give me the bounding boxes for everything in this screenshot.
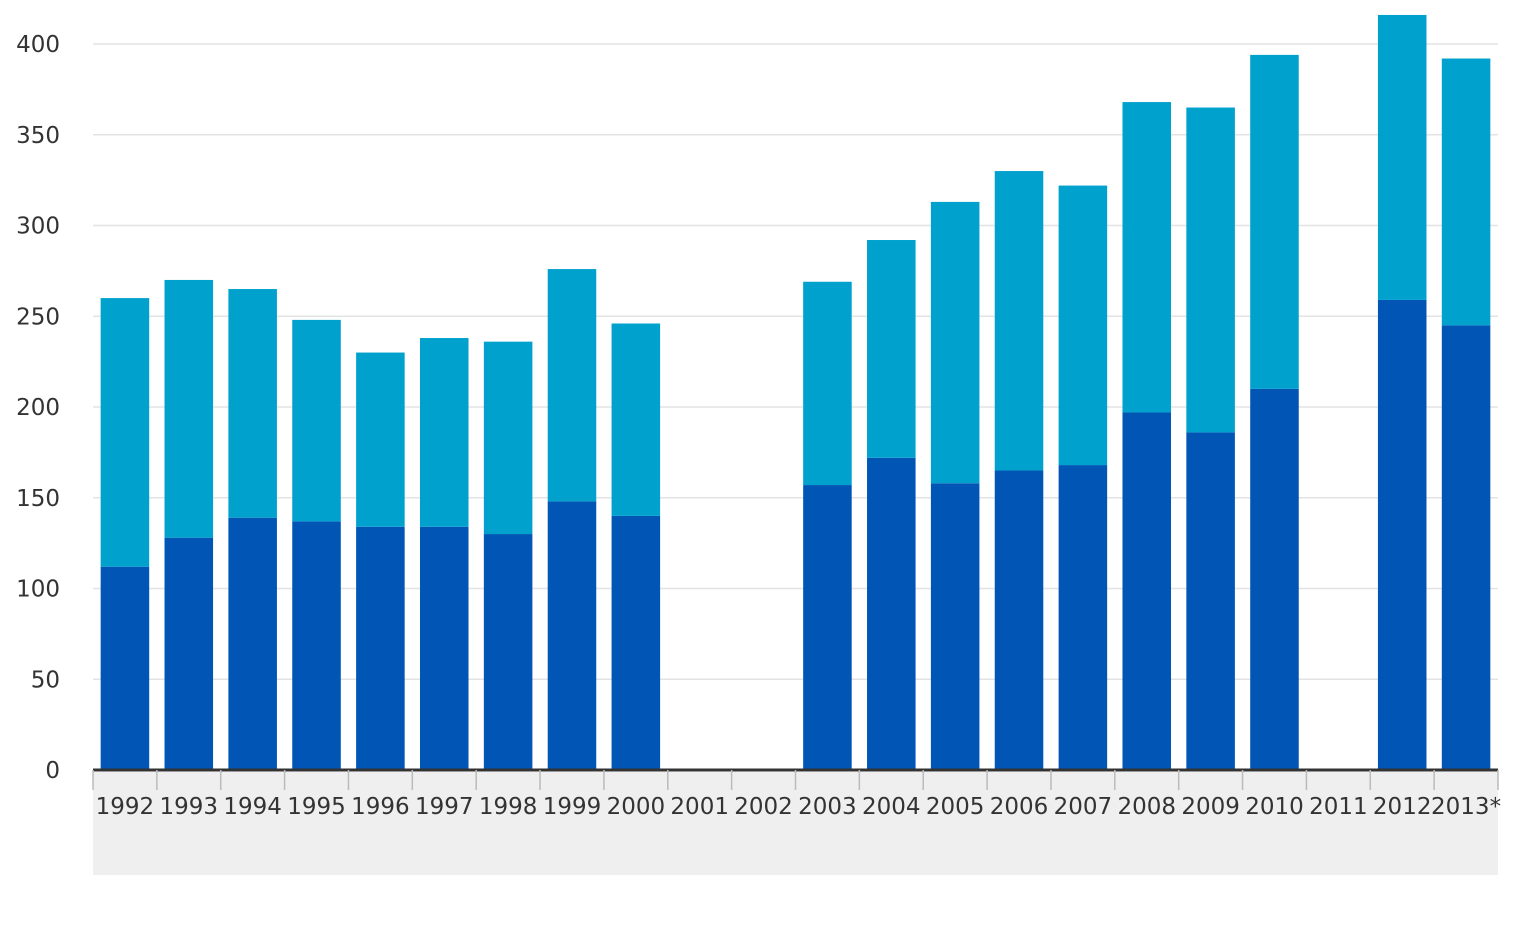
bar-1993-series-2 <box>164 279 214 538</box>
bar-1992-series-2 <box>100 298 150 567</box>
bar-2006-series-2 <box>994 171 1044 471</box>
x-tick-label-1997: 1997 <box>415 794 474 820</box>
x-tick-label-2008: 2008 <box>1117 794 1176 820</box>
bar-1998-series-2 <box>483 341 533 535</box>
y-tick-label-50: 50 <box>31 667 60 693</box>
y-tick-label-300: 300 <box>16 214 60 240</box>
bar-2003-series-1 <box>803 485 852 770</box>
bar-2008-series-1 <box>1122 412 1172 770</box>
bar-1992-series-1 <box>100 566 150 770</box>
y-tick-label-200: 200 <box>16 395 60 421</box>
bar-1999-series-2 <box>547 269 597 502</box>
bar-1995-series-1 <box>292 521 341 770</box>
bar-1995-series-2 <box>292 319 341 522</box>
x-tick-label-2013: 2013* <box>1431 794 1501 820</box>
bar-2010-series-2 <box>1250 54 1299 389</box>
x-tick-label-2001: 2001 <box>670 794 729 820</box>
bar-2010-series-1 <box>1250 388 1299 770</box>
x-tick-label-1998: 1998 <box>479 794 538 820</box>
bar-2013-series-1 <box>1441 325 1491 770</box>
x-tick-label-2006: 2006 <box>990 794 1049 820</box>
y-tick-label-100: 100 <box>16 577 60 603</box>
bar-2007-series-1 <box>1058 465 1108 770</box>
x-tick-label-1999: 1999 <box>543 794 602 820</box>
x-tick-label-1993: 1993 <box>160 794 219 820</box>
x-tick-label-2012: 2012 <box>1373 794 1432 820</box>
bar-2003-series-2 <box>803 281 852 486</box>
bar-1999-series-1 <box>547 501 597 770</box>
bar-2008-series-2 <box>1122 102 1172 413</box>
y-axis-ticks: 0 50 100 150 200 250 300 350 400 <box>16 32 60 784</box>
bar-2000-series-1 <box>611 515 661 770</box>
x-tick-label-2002: 2002 <box>734 794 793 820</box>
y-tick-label-250: 250 <box>16 304 60 330</box>
y-tick-label-0: 0 <box>45 758 60 784</box>
bar-1996-series-2 <box>356 352 405 527</box>
y-tick-label-400: 400 <box>16 32 60 58</box>
bar-2005-series-2 <box>930 201 980 484</box>
bar-2004-series-1 <box>867 457 916 770</box>
bar-2000-series-2 <box>611 323 661 516</box>
x-tick-label-2005: 2005 <box>926 794 985 820</box>
x-tick-label-1996: 1996 <box>351 794 410 820</box>
x-axis-ticks: 1992 1993 1994 1995 1996 1997 1998 1999 2000 2001… <box>92 770 1501 820</box>
x-tick-label-2000: 2000 <box>607 794 666 820</box>
x-tick-label-2004: 2004 <box>862 794 921 820</box>
bar-1996-series-1 <box>356 526 405 770</box>
x-tick-label-1992: 1992 <box>96 794 155 820</box>
bars <box>100 14 1491 770</box>
bar-2013-series-2 <box>1441 58 1491 326</box>
x-tick-label-1995: 1995 <box>287 794 346 820</box>
bar-2005-series-1 <box>930 483 980 770</box>
bar-1997-series-1 <box>419 526 469 770</box>
bar-2012-series-1 <box>1377 299 1427 770</box>
x-tick-label-2009: 2009 <box>1181 794 1240 820</box>
bar-2007-series-2 <box>1058 185 1108 466</box>
bar-2004-series-2 <box>867 240 916 458</box>
bar-2006-series-1 <box>994 470 1044 770</box>
bar-1993-series-1 <box>164 537 214 770</box>
x-tick-label-2007: 2007 <box>1054 794 1113 820</box>
bar-1997-series-2 <box>419 338 469 527</box>
x-tick-label-2003: 2003 <box>798 794 857 820</box>
x-tick-label-1994: 1994 <box>223 794 282 820</box>
y-tick-label-350: 350 <box>16 123 60 149</box>
bar-2009-series-2 <box>1186 107 1235 433</box>
bar-1998-series-1 <box>483 534 533 770</box>
bar-2009-series-1 <box>1186 432 1235 770</box>
bar-1994-series-1 <box>228 517 277 770</box>
bar-1994-series-2 <box>228 289 277 518</box>
x-tick-label-2010: 2010 <box>1245 794 1304 820</box>
x-tick-label-2011: 2011 <box>1309 794 1368 820</box>
bar-2012-series-2 <box>1377 14 1427 300</box>
y-tick-label-150: 150 <box>16 486 60 512</box>
